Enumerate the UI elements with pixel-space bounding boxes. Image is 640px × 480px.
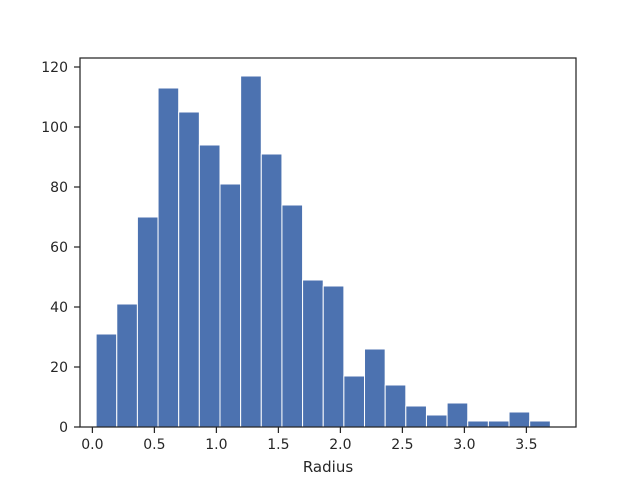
y-tick-label: 40	[50, 300, 68, 316]
bars-group	[95, 75, 551, 428]
histogram-bar	[343, 375, 366, 428]
x-tick-label: 3.5	[515, 437, 537, 453]
x-tick-label: 2.5	[391, 437, 413, 453]
histogram-bar	[364, 348, 386, 428]
x-axis-ticks: 0.0 0.5 1.0 1.5 2.0 2.5 3.0 3.5	[81, 427, 538, 453]
x-tick-label: 0.5	[143, 437, 165, 453]
x-tick-label: 2.0	[329, 437, 351, 453]
histogram-bar	[322, 285, 345, 428]
histogram-bar	[178, 111, 200, 428]
y-tick-label: 20	[50, 360, 68, 376]
y-tick-label: 80	[50, 180, 68, 196]
histogram-bar	[95, 333, 118, 428]
histogram-bar	[116, 303, 138, 428]
histogram-bar	[240, 75, 262, 428]
plot-frame	[79, 57, 577, 428]
y-tick-label: 0	[59, 420, 68, 436]
histogram-bar	[302, 279, 324, 428]
histogram-bar	[405, 405, 427, 428]
histogram-bar	[384, 384, 407, 428]
histogram-bar	[425, 414, 448, 428]
x-tick-label: 1.0	[205, 437, 227, 453]
histogram-bar	[136, 216, 159, 428]
histogram-bar	[508, 411, 531, 428]
x-tick-label: 3.0	[453, 437, 475, 453]
histogram-bar	[446, 402, 469, 428]
histogram-bar	[219, 183, 242, 428]
x-tick-label: 0.0	[81, 437, 103, 453]
histogram-bar	[198, 144, 221, 428]
x-axis-label: Radius	[303, 458, 353, 476]
histogram-bar	[487, 420, 510, 428]
histogram-bar	[281, 204, 304, 428]
histogram-bar	[157, 87, 180, 428]
y-axis-ticks: 0 20 40 60 80 100 120	[41, 60, 80, 436]
x-tick-label: 1.5	[267, 437, 289, 453]
histogram-bar	[529, 420, 551, 428]
y-tick-label: 100	[41, 120, 68, 136]
histogram-bar	[260, 153, 283, 428]
histogram-bar	[467, 420, 489, 428]
y-tick-label: 120	[41, 60, 68, 76]
y-tick-label: 60	[50, 240, 68, 256]
